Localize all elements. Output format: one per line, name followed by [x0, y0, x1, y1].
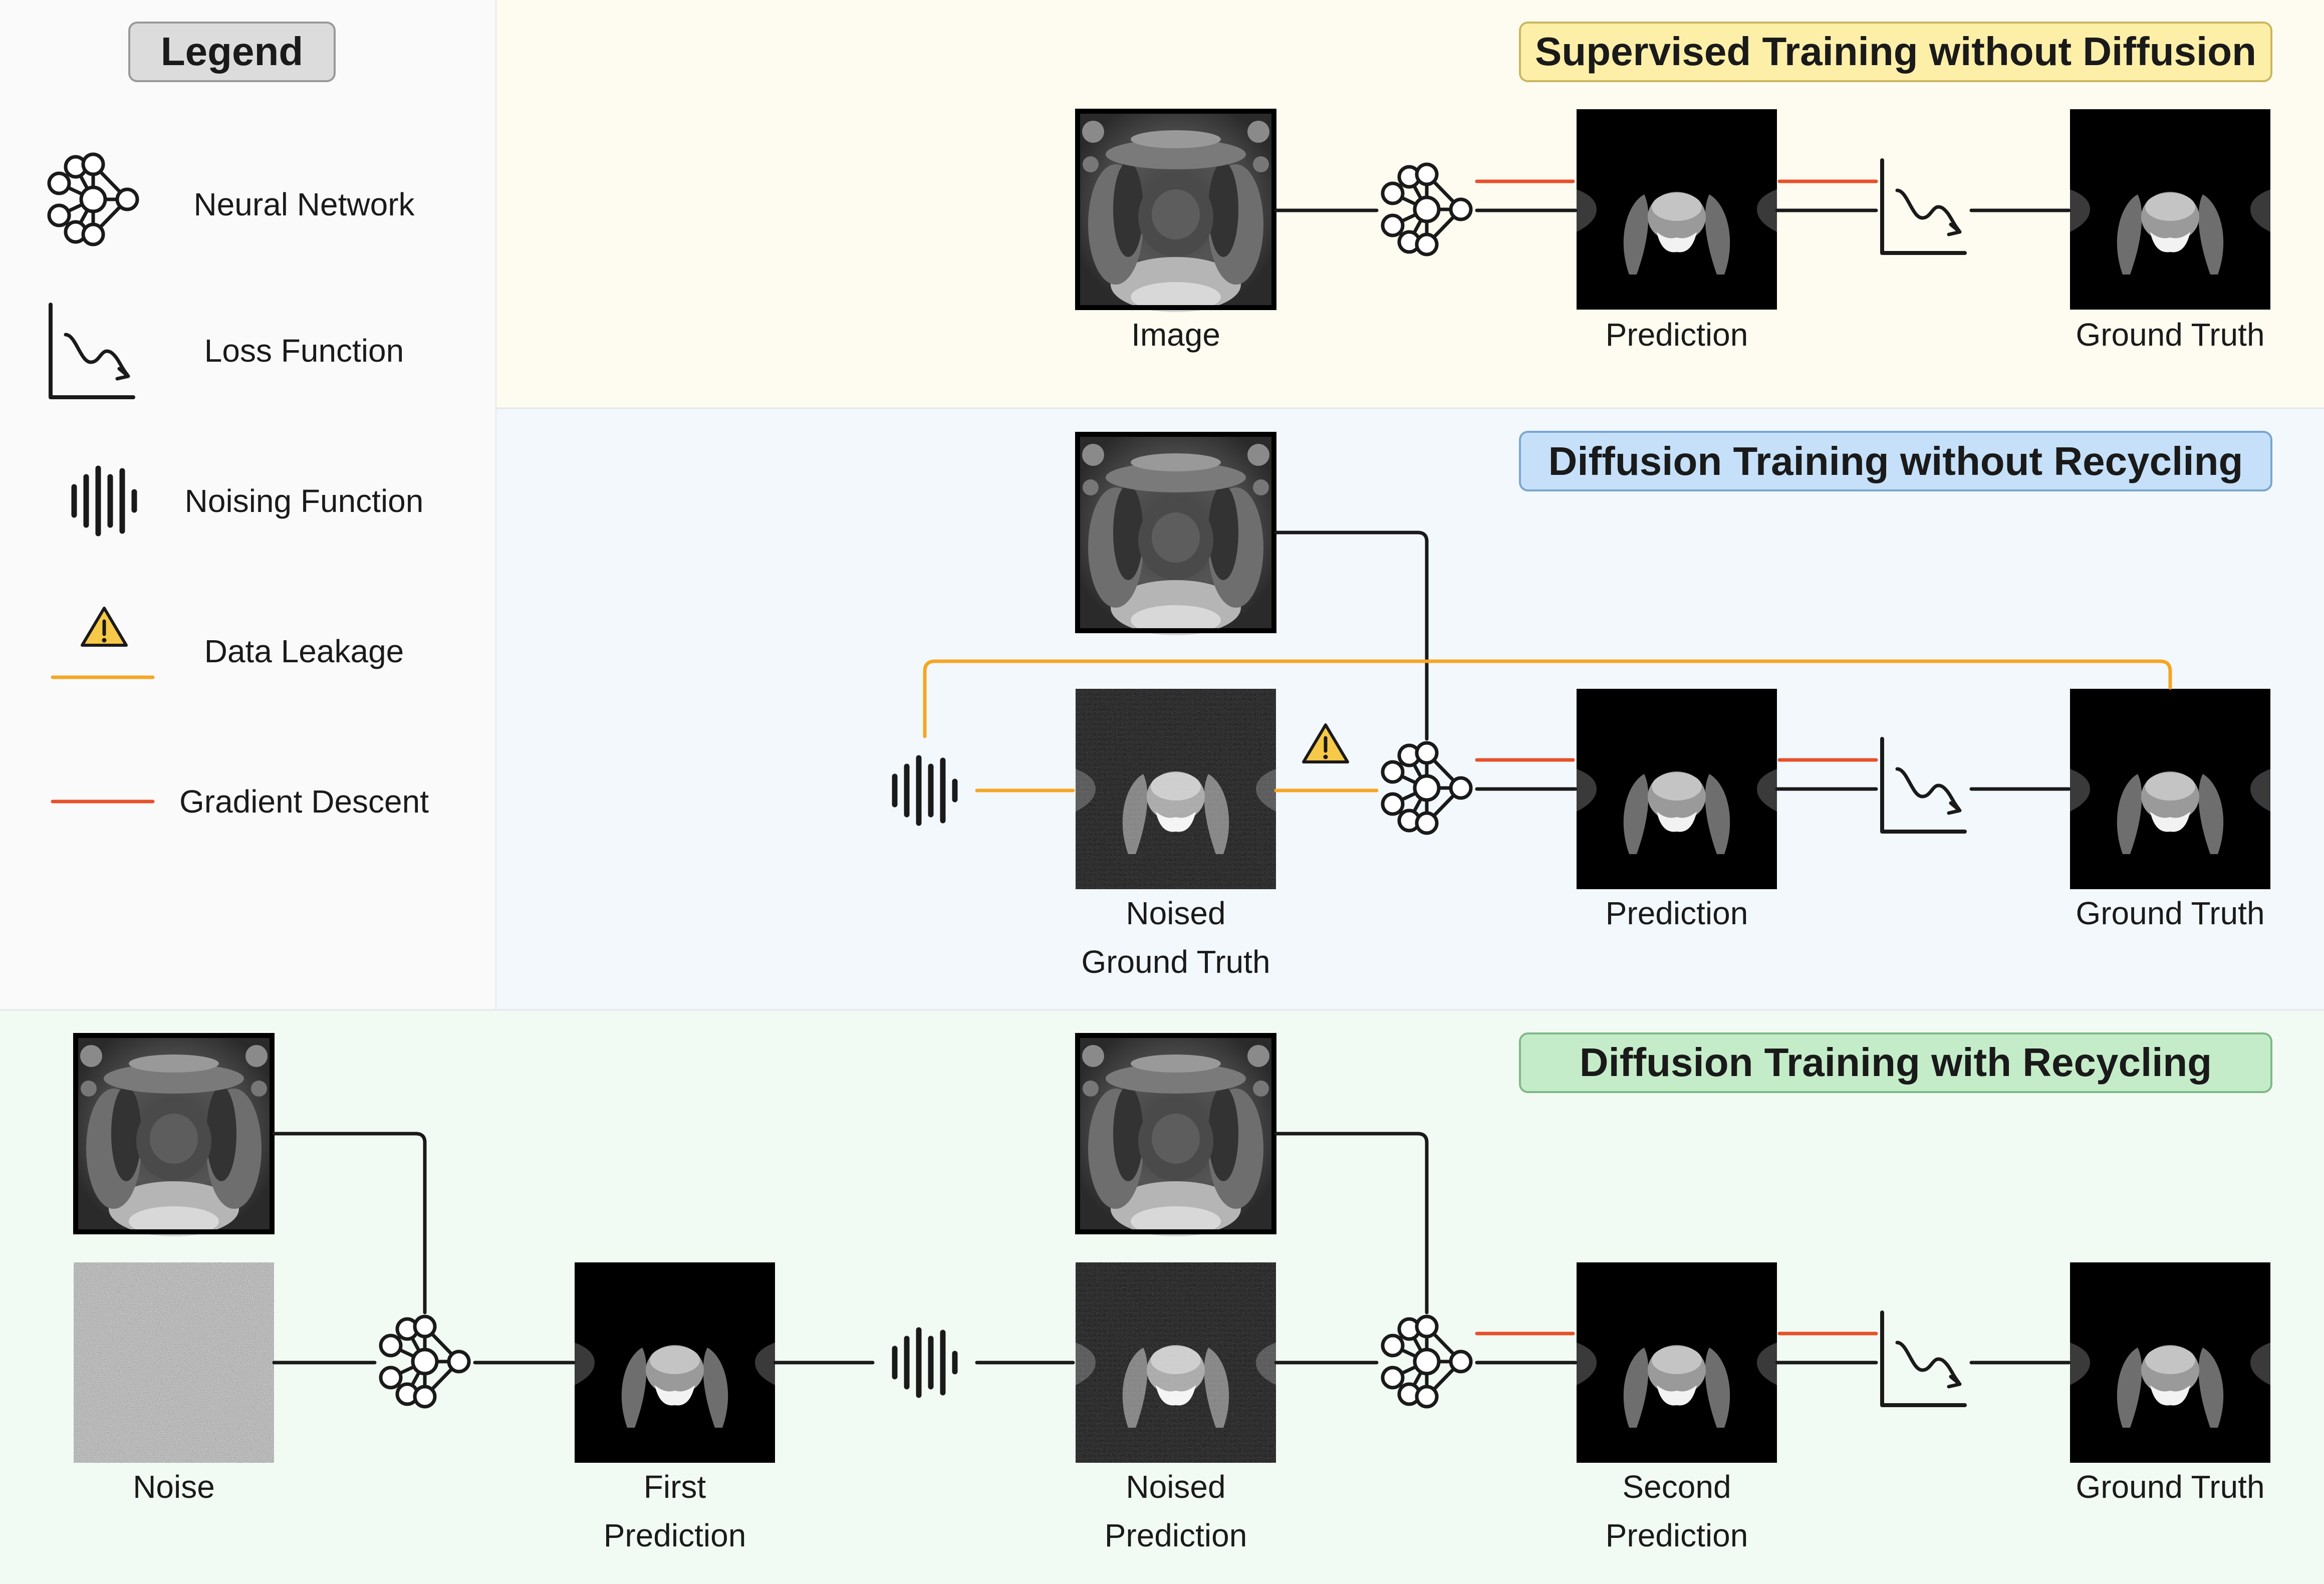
- panel-no-recycling-title-badge: [1519, 431, 2272, 491]
- label-noised-prediction-line1: Noised: [1126, 1469, 1225, 1505]
- legend-item-noising-function: Noising Function: [74, 468, 423, 534]
- legend: Legend Neural Network Loss Function Nois…: [49, 22, 429, 820]
- noised-prediction-tile: [1076, 1262, 1276, 1463]
- legend-title-badge: [128, 22, 336, 82]
- label-prediction: Prediction: [1606, 895, 1748, 931]
- prediction-tile: [1577, 109, 1777, 310]
- panel-no-recycling: Diffusion Training without Recycling Noi…: [895, 431, 2272, 980]
- ground-truth-tile: [2070, 1262, 2270, 1463]
- label-second-prediction-line1: Second: [1622, 1469, 1731, 1505]
- image-tile: [1076, 432, 1276, 635]
- label-ground-truth: Ground Truth: [2076, 895, 2264, 931]
- legend-item-data-leakage: Data Leakage: [51, 608, 404, 679]
- panel-no-recycling-bg: [496, 408, 2324, 1010]
- legend-label-data-leakage: Data Leakage: [204, 633, 404, 669]
- label-first-prediction-line2: Prediction: [604, 1517, 746, 1553]
- legend-label-noising-function: Noising Function: [185, 483, 424, 519]
- second-prediction-tile: [1577, 1262, 1777, 1463]
- noised-ground-truth-tile: [1076, 689, 1276, 889]
- panel-no-recycling-title: Diffusion Training without Recycling: [1548, 439, 2243, 483]
- label-noised-prediction-line2: Prediction: [1105, 1517, 1247, 1553]
- label-second-prediction-line2: Prediction: [1606, 1517, 1748, 1553]
- label-image: Image: [1131, 317, 1220, 353]
- label-noise: Noise: [133, 1469, 215, 1505]
- panel-recycling-title-badge: [1519, 1032, 2272, 1093]
- label-noised-ground-truth-line2: Ground Truth: [1081, 944, 1270, 980]
- first-prediction-tile: [575, 1262, 775, 1463]
- label-first-prediction-line1: First: [644, 1469, 706, 1505]
- legend-label-gradient-descent: Gradient Descent: [179, 783, 429, 820]
- label-noised-ground-truth-line1: Noised: [1126, 895, 1225, 931]
- ground-truth-tile: [2070, 109, 2270, 310]
- label-ground-truth: Ground Truth: [2076, 317, 2264, 353]
- label-prediction: Prediction: [1606, 317, 1748, 353]
- image-tile: [1076, 109, 1276, 312]
- legend-label-neural-network: Neural Network: [193, 186, 415, 222]
- noise-tile: [74, 1262, 274, 1463]
- panel-supervised-title: Supervised Training without Diffusion: [1535, 29, 2256, 74]
- prediction-tile: [1577, 689, 1777, 889]
- legend-item-gradient-descent: Gradient Descent: [51, 783, 429, 820]
- image-tile: [74, 1033, 274, 1236]
- label-ground-truth: Ground Truth: [2076, 1469, 2264, 1505]
- legend-item-loss-function: Loss Function: [51, 305, 404, 397]
- image-tile: [1076, 1033, 1276, 1236]
- legend-title: Legend: [161, 29, 303, 74]
- legend-label-loss-function: Loss Function: [204, 333, 404, 369]
- panel-recycling-title: Diffusion Training with Recycling: [1580, 1040, 2212, 1085]
- legend-item-neural-network: Neural Network: [49, 154, 415, 244]
- panel-supervised-title-badge: [1519, 22, 2272, 82]
- ground-truth-tile: [2070, 689, 2270, 889]
- panel-recycling: Diffusion Training with Recycling Noise …: [74, 1032, 2272, 1553]
- panel-supervised: Supervised Training without Diffusion Im…: [1076, 22, 2272, 353]
